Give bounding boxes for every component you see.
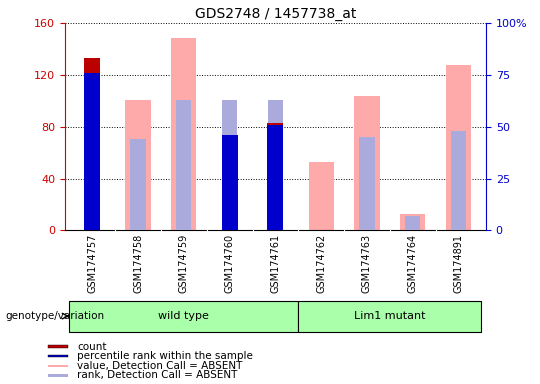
Text: wild type: wild type xyxy=(158,311,210,321)
Text: GSM174758: GSM174758 xyxy=(133,234,143,293)
Text: genotype/variation: genotype/variation xyxy=(5,311,105,321)
Bar xyxy=(268,100,283,230)
Text: GSM174760: GSM174760 xyxy=(225,234,234,293)
FancyBboxPatch shape xyxy=(298,301,482,332)
Bar xyxy=(48,355,68,357)
Bar xyxy=(125,100,151,230)
Text: GSM174759: GSM174759 xyxy=(179,234,189,293)
Bar xyxy=(221,137,238,230)
Title: GDS2748 / 1457738_at: GDS2748 / 1457738_at xyxy=(195,7,356,21)
Bar xyxy=(171,38,197,230)
Text: rank, Detection Call = ABSENT: rank, Detection Call = ABSENT xyxy=(77,370,238,381)
Bar xyxy=(360,137,375,230)
Bar xyxy=(400,214,426,230)
Bar xyxy=(84,58,100,230)
Text: percentile rank within the sample: percentile rank within the sample xyxy=(77,351,253,361)
Text: GSM174891: GSM174891 xyxy=(454,234,463,293)
Bar xyxy=(446,65,471,230)
Bar xyxy=(48,365,68,367)
Bar xyxy=(48,374,68,376)
Text: Lim1 mutant: Lim1 mutant xyxy=(354,311,426,321)
Text: count: count xyxy=(77,341,107,352)
Bar xyxy=(267,123,284,230)
Text: value, Detection Call = ABSENT: value, Detection Call = ABSENT xyxy=(77,361,242,371)
Text: GSM174761: GSM174761 xyxy=(271,234,280,293)
Text: GSM174764: GSM174764 xyxy=(408,234,418,293)
FancyBboxPatch shape xyxy=(69,301,298,332)
Bar xyxy=(451,131,466,230)
Bar xyxy=(221,135,238,230)
Bar xyxy=(308,162,334,230)
Bar xyxy=(267,125,284,230)
Bar xyxy=(176,100,191,230)
Bar xyxy=(131,139,146,230)
Text: GSM174757: GSM174757 xyxy=(87,234,97,293)
Text: GSM174763: GSM174763 xyxy=(362,234,372,293)
Bar xyxy=(354,96,380,230)
Bar xyxy=(48,346,68,348)
Bar xyxy=(222,100,237,230)
Bar xyxy=(84,73,100,230)
Text: GSM174762: GSM174762 xyxy=(316,234,326,293)
Bar xyxy=(405,216,420,230)
